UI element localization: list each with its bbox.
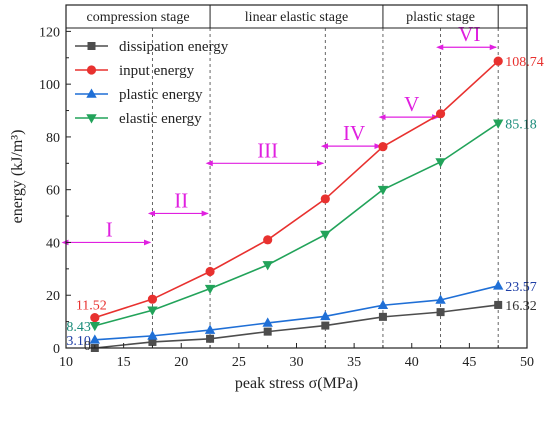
series-line — [94, 304, 499, 349]
stage-label: linear elastic stage — [245, 10, 348, 25]
x-tick-label: 25 — [232, 355, 246, 370]
x-tick-label: 50 — [520, 355, 534, 370]
plot-background — [66, 5, 527, 348]
data-point — [378, 142, 388, 152]
x-axis-title: peak stress σ(MPa) — [235, 375, 358, 392]
y-tick-label: 20 — [46, 289, 60, 304]
x-tick-label: 40 — [405, 355, 419, 370]
y-tick-label: 100 — [39, 78, 60, 93]
y-tick-label: 80 — [46, 131, 60, 146]
value-label: 16.32 — [505, 299, 537, 314]
value-label: 108.74 — [505, 55, 544, 70]
data-point — [206, 334, 215, 343]
plot-area — [66, 5, 527, 348]
value-labels: 11.52 108.74 8.43 85.18 3.10 23.57 0 16.32 — [66, 55, 543, 354]
data-point — [89, 321, 101, 332]
data-point — [493, 56, 503, 66]
data-point — [435, 294, 446, 304]
data-point — [320, 194, 330, 204]
phase-label: IV — [343, 121, 365, 145]
x-tick-label: 30 — [290, 355, 304, 370]
data-point — [262, 261, 273, 271]
y-axis-title: energy (kJ/m³) — [9, 130, 26, 224]
data-point — [147, 294, 158, 304]
phase-label: I — [106, 217, 113, 241]
data-point — [147, 306, 158, 316]
data-point — [377, 299, 389, 310]
data-point — [435, 158, 446, 168]
y-tick-label: 0 — [53, 342, 60, 357]
series-line — [94, 122, 499, 327]
data-point — [377, 185, 389, 196]
x-tick-label: 35 — [347, 355, 361, 370]
data-point — [204, 324, 216, 334]
value-label: 85.18 — [505, 117, 537, 132]
phase-label: III — [257, 138, 278, 162]
phase-label: II — [174, 188, 188, 212]
legend-swatch-marker — [86, 114, 97, 124]
value-label: 23.57 — [505, 280, 537, 295]
stage-label: plastic stage — [406, 10, 475, 25]
series-line — [94, 60, 499, 319]
legend-label: plastic energy — [119, 87, 203, 103]
x-tick-label: 45 — [462, 355, 476, 370]
data-point — [147, 330, 158, 340]
data-point — [494, 300, 503, 309]
value-label: 11.52 — [76, 299, 107, 314]
legend: dissipation energy input energy plastic en… — [75, 39, 229, 127]
legend-label: input energy — [119, 63, 195, 79]
series-layer — [89, 56, 504, 352]
data-point — [148, 337, 157, 346]
data-point — [205, 266, 215, 277]
y-tick-label: 60 — [46, 184, 60, 199]
x-tick-label: 10 — [59, 355, 73, 370]
data-point — [90, 313, 100, 323]
data-point — [321, 321, 330, 330]
stage-label: compression stage — [87, 10, 190, 25]
data-point — [320, 310, 331, 321]
phase-label: VI — [458, 22, 480, 46]
legend-label: dissipation energy — [119, 39, 229, 55]
data-point — [263, 327, 272, 336]
data-point — [262, 317, 273, 327]
data-point — [378, 312, 387, 321]
value-label: 8.43 — [66, 320, 91, 335]
y-tick-label: 120 — [39, 25, 60, 40]
axes: 10 15 20 25 30 35 40 45 50 0 20 40 60 80 100 120 peak st… — [9, 4, 534, 392]
series-line — [94, 285, 499, 341]
legend-swatch-marker — [86, 65, 97, 75]
data-point — [436, 308, 445, 317]
data-point — [320, 230, 331, 241]
legend-swatch-marker — [87, 42, 96, 50]
data-point — [435, 109, 446, 119]
y-tick-label: 40 — [46, 236, 60, 251]
x-tick-label: 20 — [174, 355, 188, 370]
phase-label: V — [404, 92, 419, 116]
data-point — [492, 119, 504, 129]
data-point — [492, 280, 504, 290]
legend-label: elastic energy — [119, 111, 202, 127]
data-point — [204, 284, 216, 295]
data-point — [89, 334, 101, 344]
stage-header: compression stage linear elastic stage pla… — [66, 5, 527, 29]
value-label: 0 — [84, 339, 91, 354]
data-point — [263, 235, 273, 245]
legend-swatch-marker — [86, 88, 97, 98]
x-tick-label: 15 — [117, 355, 131, 370]
value-label: 3.10 — [66, 334, 91, 349]
